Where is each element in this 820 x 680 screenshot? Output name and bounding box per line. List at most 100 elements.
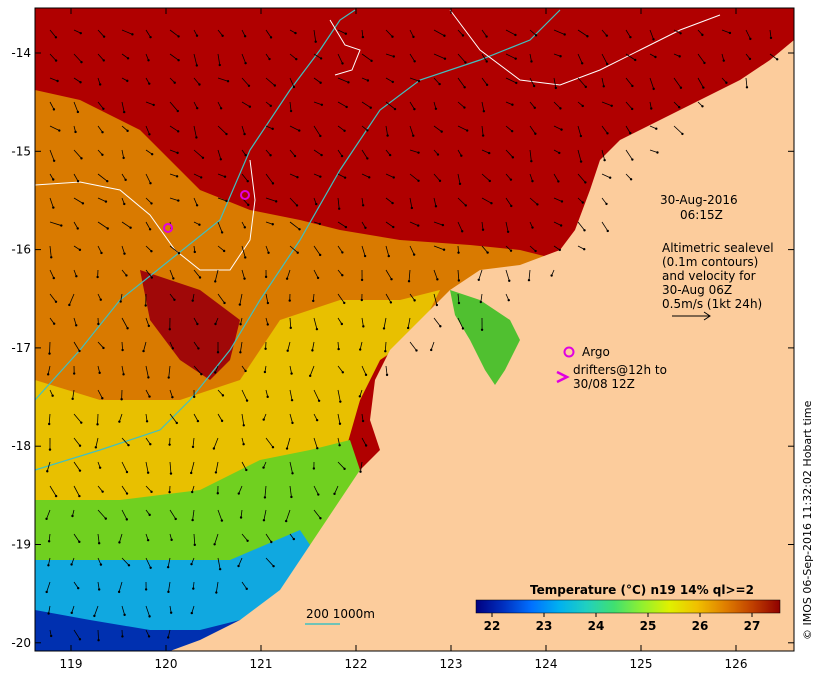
velocity-arrow-head xyxy=(149,35,152,39)
velocity-arrow-head xyxy=(81,202,85,205)
velocity-arrow xyxy=(169,413,178,424)
velocity-arrow xyxy=(190,461,195,474)
velocity-arrow-head xyxy=(214,371,217,374)
velocity-arrow-head xyxy=(242,442,245,446)
x-tick-label: 124 xyxy=(535,657,558,671)
velocity-arrow-head xyxy=(531,179,534,183)
velocity-arrow-head xyxy=(75,274,78,278)
velocity-arrow-head xyxy=(464,204,467,207)
velocity-arrow-head xyxy=(363,254,367,258)
velocity-arrow xyxy=(673,77,682,88)
velocity-arrow-head xyxy=(78,349,81,353)
velocity-arrow xyxy=(457,125,468,131)
velocity-arrow xyxy=(409,173,419,182)
velocity-arrow xyxy=(241,53,246,64)
velocity-arrow xyxy=(97,101,104,110)
velocity-arrow xyxy=(289,173,298,178)
velocity-arrow xyxy=(385,125,389,136)
velocity-arrow-head xyxy=(52,108,56,111)
velocity-arrow-head xyxy=(388,153,392,157)
velocity-arrow xyxy=(145,101,154,106)
velocity-arrow xyxy=(73,461,81,471)
velocity-arrow-head xyxy=(245,468,248,472)
velocity-arrow xyxy=(217,197,227,202)
velocity-arrow xyxy=(312,341,315,351)
velocity-arrow xyxy=(433,269,438,280)
velocity-arrow-head xyxy=(244,369,247,373)
velocity-arrow-head xyxy=(417,179,420,183)
velocity-arrow-head xyxy=(527,278,531,282)
velocity-arrow-head xyxy=(534,249,537,253)
velocity-arrow-head xyxy=(218,567,222,571)
velocity-arrow xyxy=(169,197,179,201)
velocity-arrow-head xyxy=(190,562,193,566)
velocity-arrow xyxy=(289,125,300,131)
velocity-arrow xyxy=(409,29,414,38)
velocity-arrow xyxy=(313,389,320,401)
velocity-arrow-head xyxy=(558,151,561,155)
velocity-arrow-head xyxy=(563,33,566,36)
velocity-arrow-head xyxy=(262,418,265,421)
velocity-arrow-head xyxy=(417,224,420,227)
velocity-arrow-head xyxy=(629,131,632,135)
velocity-arrow xyxy=(121,485,128,494)
velocity-arrow-head xyxy=(410,206,414,210)
velocity-arrow-head xyxy=(463,106,466,109)
velocity-arrow-head xyxy=(212,447,216,450)
velocity-arrow-head xyxy=(48,352,51,355)
velocity-arrow-head xyxy=(148,615,151,618)
velocity-arrow-head xyxy=(201,156,205,159)
sst-cool-tongue xyxy=(140,270,240,380)
velocity-arrow xyxy=(121,509,128,520)
velocity-arrow-head xyxy=(101,153,104,157)
velocity-arrow xyxy=(263,509,267,521)
velocity-arrow-head xyxy=(45,590,48,594)
velocity-arrow xyxy=(145,269,153,278)
velocity-arrow-head xyxy=(288,299,291,302)
velocity-arrow xyxy=(49,125,60,131)
velocity-arrow xyxy=(145,125,150,135)
velocity-arrow xyxy=(217,221,223,233)
velocity-arrow-head xyxy=(285,447,289,450)
velocity-arrow xyxy=(529,173,533,182)
velocity-arrow-head xyxy=(413,299,416,302)
velocity-arrow-head xyxy=(97,322,100,326)
velocity-arrow-head xyxy=(45,517,48,521)
velocity-arrow-head xyxy=(273,84,277,87)
velocity-arrow-head xyxy=(271,127,274,131)
velocity-arrow xyxy=(193,173,202,178)
velocity-arrow-head xyxy=(586,35,589,38)
velocity-arrow-head xyxy=(391,35,394,38)
velocity-arrow-head xyxy=(298,228,301,231)
velocity-arrow-head xyxy=(123,202,126,206)
velocity-arrow xyxy=(457,197,467,206)
velocity-arrow-head xyxy=(221,394,225,397)
velocity-arrow-head xyxy=(52,276,56,280)
velocity-arrow-head xyxy=(145,420,149,423)
velocity-arrow-head xyxy=(60,224,63,227)
velocity-arrow-head xyxy=(610,104,613,108)
velocity-arrow xyxy=(697,77,704,88)
gulf-inlet xyxy=(450,290,520,385)
velocity-arrow xyxy=(313,101,322,106)
velocity-arrow xyxy=(214,533,219,545)
velocity-arrow-head xyxy=(457,301,461,305)
velocity-arrow xyxy=(409,77,420,82)
velocity-arrow-head xyxy=(127,564,131,567)
velocity-arrow-head xyxy=(94,446,98,449)
velocity-arrow xyxy=(481,221,484,230)
altimetry-line-5: 0.5m/s (1kt 24h) xyxy=(662,297,762,311)
velocity-arrow-head xyxy=(387,254,390,258)
velocity-arrow xyxy=(97,389,103,399)
velocity-arrow-head xyxy=(220,419,224,423)
colorbar-tick-label: 25 xyxy=(640,619,657,633)
velocity-arrow xyxy=(217,389,224,396)
velocity-arrow xyxy=(49,53,57,61)
velocity-arrow-head xyxy=(213,543,216,546)
velocity-arrow-head xyxy=(102,59,105,62)
velocity-arrow xyxy=(121,437,129,446)
velocity-arrow xyxy=(505,269,510,281)
velocity-arrow-head xyxy=(291,421,294,425)
velocity-arrow-head xyxy=(49,634,53,638)
velocity-arrow xyxy=(553,221,562,226)
